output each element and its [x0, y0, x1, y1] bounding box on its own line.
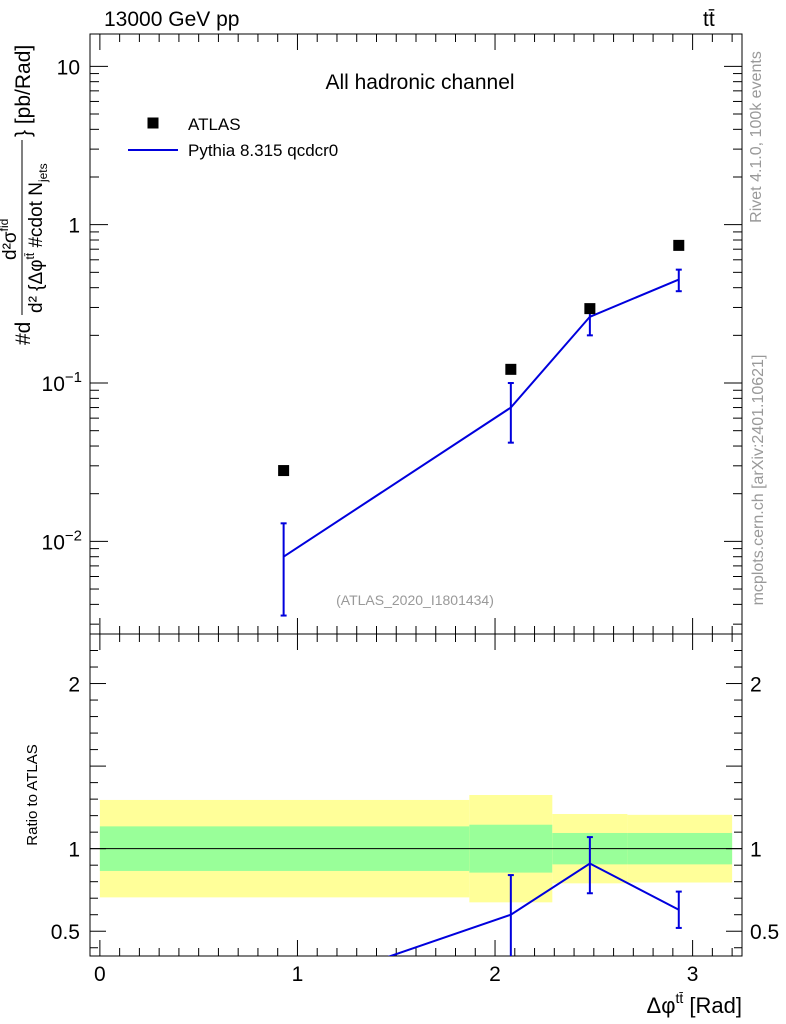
y-tick-label-ratio-right: 1	[750, 839, 762, 862]
y-axis-label-ratio: Ratio to ATLAS	[24, 744, 41, 845]
x-tick-label: 0	[94, 963, 106, 986]
y-tick-label-main: 10	[57, 56, 80, 79]
y-tick-label-ratio-left: 1	[68, 839, 80, 862]
y-tick-label-ratio-right: 0.5	[750, 921, 779, 944]
chart-text: 0 1 2 3 10 1 10−1 10−2 0.5 0.5 1 1 2 2 All hadronic ch…	[0, 45, 779, 1018]
chart-title: All hadronic channel	[325, 71, 514, 94]
atlas-data-point	[278, 465, 290, 477]
x-tick-label: 1	[292, 963, 304, 986]
y-tick-label-ratio-right: 2	[750, 674, 762, 697]
mc-line-main	[283, 278, 680, 558]
atlas-data-point	[673, 239, 685, 251]
mc-lines	[128, 149, 682, 956]
analysis-label: (ATLAS_2020_I1801434)	[336, 592, 494, 608]
y-label-prefix: #d	[12, 322, 35, 345]
mcplots-label: mcplots.cern.ch [arXiv:2401.10621]	[750, 355, 767, 606]
header-process-label: tt̄	[703, 8, 715, 31]
ratio-plot-frame	[89, 633, 743, 957]
atlas-data-point	[584, 303, 596, 315]
legend-label-mc: Pythia 8.315 qcdcr0	[188, 141, 338, 160]
y-tick-label-ratio-left: 0.5	[51, 921, 80, 944]
x-tick-label: 2	[489, 963, 501, 986]
legend-marker-atlas	[147, 117, 159, 129]
header-energy-label: 13000 GeV pp	[104, 8, 240, 31]
mc-line-ratio	[387, 862, 680, 956]
y-label-numerator: d²σfid	[0, 219, 21, 260]
x-tick-label: 3	[687, 963, 699, 986]
y-label-suffix: } [pb/Rad]	[12, 45, 35, 137]
y-tick-label-main: 10−2	[42, 527, 82, 554]
atlas-data-point	[505, 363, 517, 375]
y-tick-label-main: 1	[68, 215, 80, 238]
y-tick-label-main: 10−1	[42, 369, 82, 396]
axis-ticks	[90, 34, 742, 956]
y-label-denominator: d² {Δφtt̄ #cdot Njets	[23, 163, 50, 313]
x-axis-label: Δφtt̄ [Rad]	[647, 990, 742, 1018]
rivet-label: Rivet 4.1.0, 100k events	[748, 51, 765, 223]
y-tick-label-ratio-left: 2	[68, 674, 80, 697]
data-markers	[147, 117, 685, 477]
legend-label-atlas: ATLAS	[188, 115, 241, 134]
